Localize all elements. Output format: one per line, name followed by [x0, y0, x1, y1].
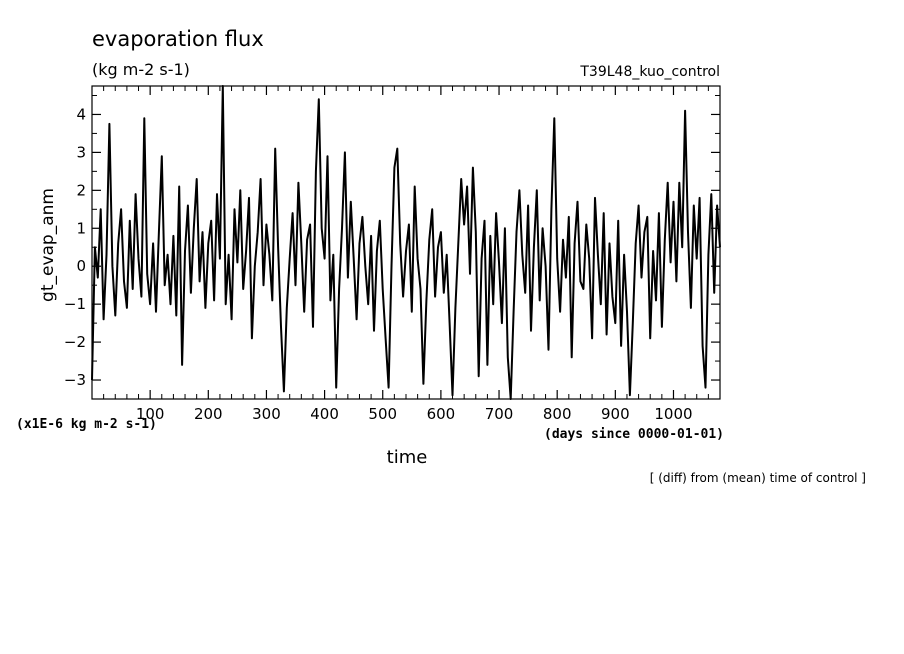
- plot-area: 100 200 300 400 500 600 700 800 900 1000 −3 −2 −1 0 1 2…: [64, 85, 721, 423]
- y-tick-label: −3: [64, 371, 86, 389]
- x-tick-label: 500: [368, 405, 397, 423]
- footnote: [ (diff) from (mean) time of control ]: [650, 471, 866, 485]
- y-tick-label: −2: [64, 333, 86, 351]
- y-tick-label: −1: [64, 295, 86, 313]
- y-tick-label: 2: [76, 181, 86, 199]
- y-tick-label: 0: [76, 257, 86, 275]
- x-units-note: (days since 0000-01-01): [544, 427, 724, 442]
- x-tick-label: 300: [252, 405, 281, 423]
- x-tick-label: 800: [543, 405, 572, 423]
- chart-title: evaporation flux: [92, 27, 264, 51]
- x-tick-label: 900: [601, 405, 630, 423]
- run-label: T39L48_kuo_control: [579, 64, 720, 80]
- x-tick-label: 700: [485, 405, 514, 423]
- x-tick-label: 1000: [654, 405, 692, 423]
- series-line: [91, 85, 721, 400]
- x-tick-label: 200: [194, 405, 223, 423]
- chart-units: (kg m-2 s-1): [92, 60, 190, 79]
- x-axis-label: time: [387, 447, 428, 468]
- y-tick-label: 1: [76, 219, 86, 237]
- y-axis-label: gt_evap_anm: [38, 188, 58, 302]
- x-tick-label: 400: [310, 405, 339, 423]
- y-tick-label: 3: [76, 143, 86, 161]
- x-tick-label: 100: [136, 405, 165, 423]
- y-tick-label: 4: [76, 105, 86, 123]
- y-scale-note: (x1E-6 kg m-2 s-1): [16, 417, 157, 432]
- x-tick-label: 600: [427, 405, 456, 423]
